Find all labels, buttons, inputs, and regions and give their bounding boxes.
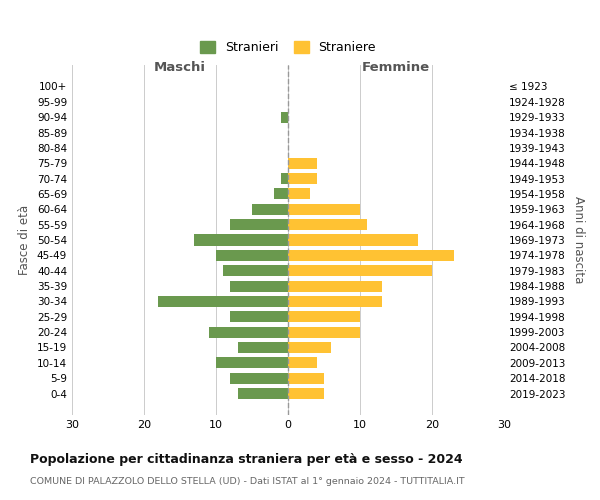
Bar xyxy=(216,250,288,261)
Bar xyxy=(288,326,360,338)
Bar xyxy=(288,219,367,230)
Bar xyxy=(230,312,288,322)
Bar xyxy=(288,296,382,307)
Bar xyxy=(194,234,288,246)
Bar xyxy=(230,280,288,291)
Text: COMUNE DI PALAZZOLO DELLO STELLA (UD) - Dati ISTAT al 1° gennaio 2024 - TUTTITAL: COMUNE DI PALAZZOLO DELLO STELLA (UD) - … xyxy=(30,478,464,486)
Bar xyxy=(288,358,317,368)
Bar xyxy=(288,173,317,184)
Bar xyxy=(230,219,288,230)
Bar xyxy=(274,188,288,200)
Bar xyxy=(288,312,360,322)
Bar xyxy=(238,342,288,353)
Bar xyxy=(281,112,288,122)
Bar xyxy=(288,234,418,246)
Bar xyxy=(158,296,288,307)
Bar xyxy=(288,158,317,168)
Bar xyxy=(252,204,288,215)
Bar xyxy=(288,372,324,384)
Bar xyxy=(238,388,288,399)
Bar xyxy=(209,326,288,338)
Text: Maschi: Maschi xyxy=(154,61,206,74)
Text: Femmine: Femmine xyxy=(362,61,430,74)
Bar xyxy=(288,265,432,276)
Bar xyxy=(288,204,360,215)
Y-axis label: Anni di nascita: Anni di nascita xyxy=(572,196,585,284)
Text: Popolazione per cittadinanza straniera per età e sesso - 2024: Popolazione per cittadinanza straniera p… xyxy=(30,452,463,466)
Bar xyxy=(288,188,310,200)
Bar xyxy=(288,280,382,291)
Bar xyxy=(281,173,288,184)
Y-axis label: Fasce di età: Fasce di età xyxy=(19,205,31,275)
Bar xyxy=(288,250,454,261)
Bar xyxy=(288,342,331,353)
Bar xyxy=(223,265,288,276)
Legend: Stranieri, Straniere: Stranieri, Straniere xyxy=(195,36,381,59)
Bar xyxy=(230,372,288,384)
Bar xyxy=(216,358,288,368)
Bar xyxy=(288,388,324,399)
